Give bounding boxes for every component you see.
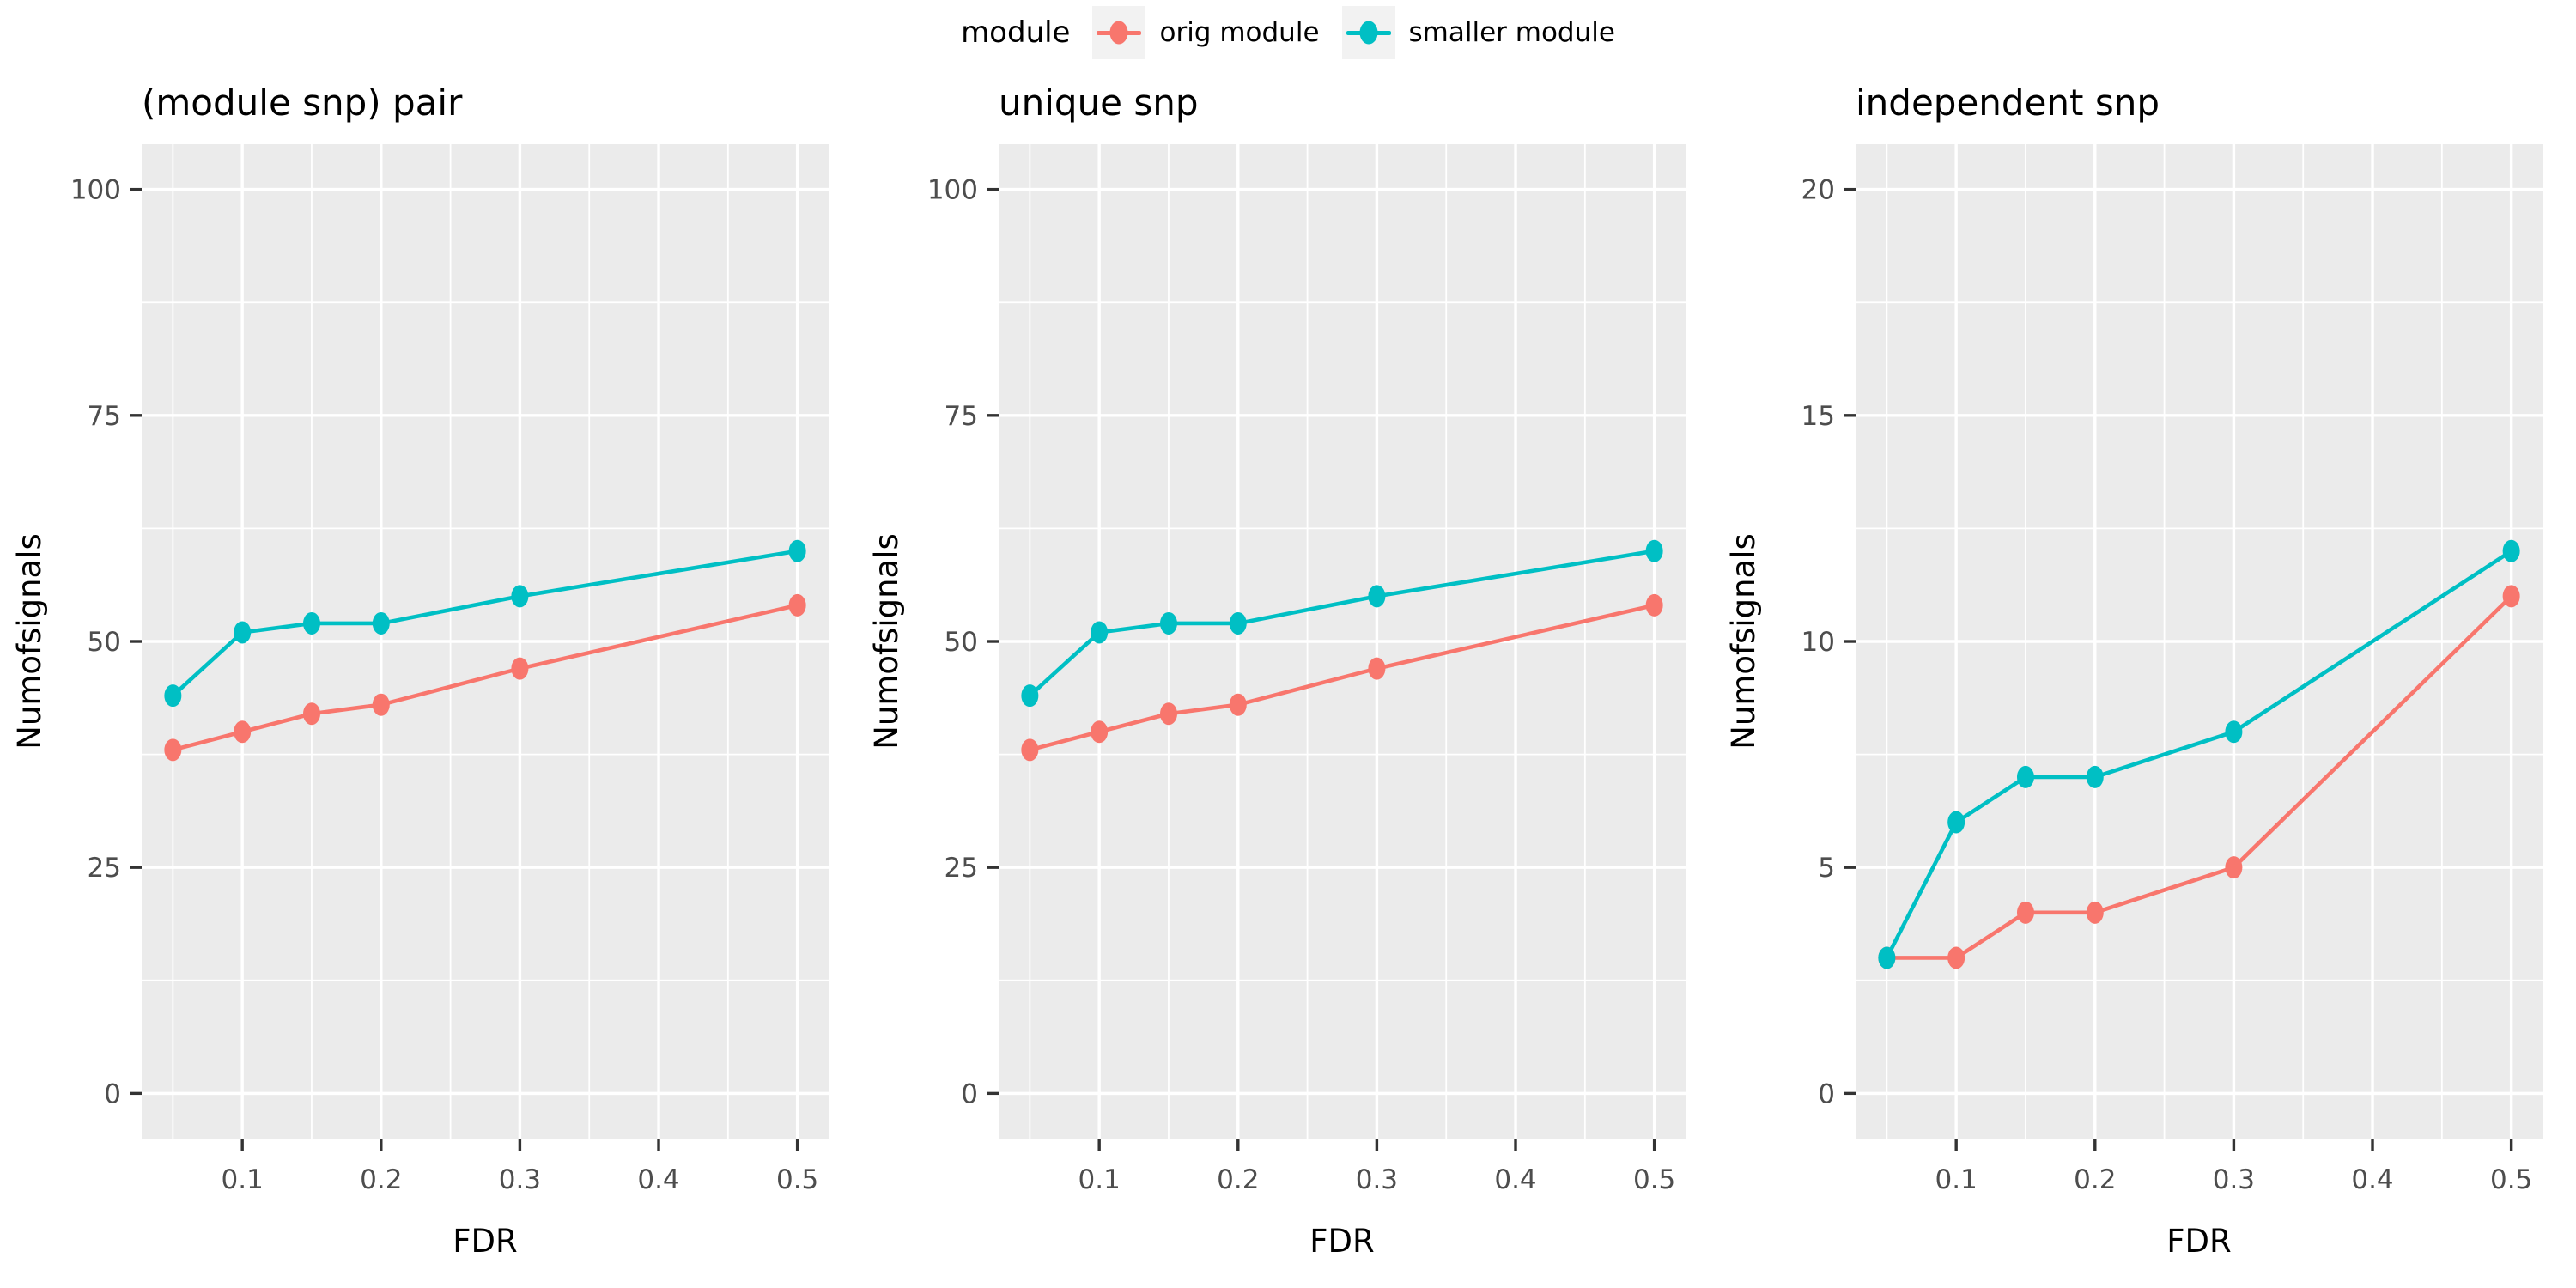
data-point bbox=[1878, 946, 1896, 969]
data-point bbox=[1229, 611, 1247, 635]
facet-independent-snp: 0.1 0.2 0.3 0.4 0.5 0 5 10 15 20 independent snp FD… bbox=[1720, 65, 2570, 1288]
y-tick-label: 15 bbox=[1801, 401, 1835, 432]
data-point bbox=[302, 611, 320, 635]
facet-row: 0.1 0.2 0.3 0.4 0.5 0 25 50 75 100 (module snp) pa… bbox=[0, 65, 2576, 1288]
x-tick-label: 0.5 bbox=[776, 1164, 818, 1195]
data-point bbox=[1645, 593, 1663, 617]
data-point bbox=[788, 593, 806, 617]
x-axis-title: FDR bbox=[1309, 1223, 1374, 1260]
line-chart-independent-snp: 0.1 0.2 0.3 0.4 0.5 0 5 10 15 20 independent snp FD… bbox=[1725, 82, 2543, 1260]
x-tick-label: 0.1 bbox=[1935, 1164, 1978, 1195]
y-tick-label: 10 bbox=[1801, 627, 1835, 658]
y-axis-title: Numofsignals bbox=[868, 533, 905, 750]
data-point bbox=[1091, 720, 1109, 744]
data-point bbox=[1368, 657, 1386, 680]
data-point bbox=[1021, 684, 1039, 708]
x-tick-label: 0.1 bbox=[1078, 1164, 1121, 1195]
data-point bbox=[1021, 738, 1039, 762]
y-tick-label: 100 bbox=[70, 175, 121, 206]
x-tick-label: 0.5 bbox=[1633, 1164, 1675, 1195]
data-point bbox=[2086, 765, 2104, 788]
legend-key-swatch bbox=[1341, 6, 1395, 59]
data-point bbox=[372, 693, 390, 716]
x-tick-label: 0.2 bbox=[1217, 1164, 1259, 1195]
data-point bbox=[511, 585, 529, 608]
facet-unique-snp: 0.1 0.2 0.3 0.4 0.5 0 25 50 75 100 unique snp FDR Nu… bbox=[863, 65, 1713, 1288]
data-point bbox=[234, 621, 252, 644]
x-tick-label: 0.1 bbox=[222, 1164, 264, 1195]
line-chart-module-snp-pair: 0.1 0.2 0.3 0.4 0.5 0 25 50 75 100 (module snp) pa… bbox=[11, 82, 829, 1260]
x-tick-label: 0.3 bbox=[1356, 1164, 1398, 1195]
data-point bbox=[2086, 901, 2104, 924]
legend: module orig module smaller module bbox=[0, 0, 2576, 65]
y-tick-label: 50 bbox=[945, 627, 978, 658]
y-tick-label: 0 bbox=[1818, 1078, 1835, 1109]
panel-title: independent snp bbox=[1856, 82, 2160, 124]
data-point bbox=[1159, 702, 1177, 726]
data-point bbox=[2502, 539, 2520, 562]
series-line bbox=[1885, 594, 2513, 960]
panel-title: (module snp) pair bbox=[142, 82, 463, 124]
data-point bbox=[1159, 611, 1177, 635]
legend-title: module bbox=[961, 15, 1071, 50]
data-point bbox=[2016, 765, 2034, 788]
line-chart-unique-snp: 0.1 0.2 0.3 0.4 0.5 0 25 50 75 100 unique snp FDR Nu… bbox=[868, 82, 1686, 1260]
panel-title: unique snp bbox=[999, 82, 1199, 124]
x-tick-label: 0.4 bbox=[1494, 1164, 1536, 1195]
data-point bbox=[1645, 539, 1663, 562]
y-tick-label: 0 bbox=[104, 1078, 121, 1109]
data-point bbox=[1229, 693, 1247, 716]
data-point bbox=[1091, 621, 1109, 644]
facet-module-snp-pair: 0.1 0.2 0.3 0.4 0.5 0 25 50 75 100 (module snp) pa… bbox=[6, 65, 856, 1288]
x-tick-label: 0.2 bbox=[360, 1164, 402, 1195]
y-tick-label: 0 bbox=[961, 1078, 978, 1109]
legend-point-icon bbox=[1359, 21, 1378, 45]
series-line bbox=[171, 603, 799, 752]
y-tick-label: 100 bbox=[927, 175, 978, 206]
x-tick-label: 0.3 bbox=[499, 1164, 541, 1195]
data-point bbox=[1947, 946, 1965, 969]
data-point bbox=[1947, 811, 1965, 834]
y-tick-label: 75 bbox=[945, 401, 978, 432]
x-tick-label: 0.5 bbox=[2490, 1164, 2532, 1195]
x-tick-label: 0.4 bbox=[2351, 1164, 2393, 1195]
legend-point-icon bbox=[1109, 21, 1128, 45]
y-tick-label: 20 bbox=[1801, 175, 1835, 206]
x-tick-label: 0.3 bbox=[2213, 1164, 2255, 1195]
data-point bbox=[164, 684, 182, 708]
y-tick-label: 5 bbox=[1818, 853, 1835, 884]
series-line bbox=[1885, 549, 2513, 960]
legend-item-orig-module: orig module bbox=[1092, 6, 1320, 59]
y-axis-title: Numofsignals bbox=[1725, 533, 1762, 750]
x-tick-label: 0.4 bbox=[637, 1164, 679, 1195]
series-line bbox=[1028, 603, 1656, 752]
legend-label: smaller module bbox=[1408, 17, 1615, 48]
data-point bbox=[2225, 720, 2243, 744]
series-line bbox=[171, 549, 799, 698]
y-axis-title: Numofsignals bbox=[11, 533, 48, 750]
legend-label: orig module bbox=[1159, 17, 1320, 48]
x-tick-label: 0.2 bbox=[2074, 1164, 2116, 1195]
data-point bbox=[234, 720, 252, 744]
x-axis-title: FDR bbox=[2166, 1223, 2231, 1260]
data-point bbox=[372, 611, 390, 635]
data-point bbox=[2016, 901, 2034, 924]
y-tick-label: 75 bbox=[88, 401, 121, 432]
y-tick-label: 25 bbox=[945, 853, 978, 884]
series-line bbox=[1028, 549, 1656, 698]
data-point bbox=[2225, 856, 2243, 879]
data-point bbox=[2502, 585, 2520, 608]
legend-item-smaller-module: smaller module bbox=[1341, 6, 1615, 59]
data-point bbox=[164, 738, 182, 762]
legend-key-swatch bbox=[1092, 6, 1146, 59]
data-point bbox=[511, 657, 529, 680]
data-point bbox=[302, 702, 320, 726]
data-point bbox=[1368, 585, 1386, 608]
y-tick-label: 25 bbox=[88, 853, 121, 884]
data-point bbox=[788, 539, 806, 562]
x-axis-title: FDR bbox=[453, 1223, 517, 1260]
y-tick-label: 50 bbox=[88, 627, 121, 658]
